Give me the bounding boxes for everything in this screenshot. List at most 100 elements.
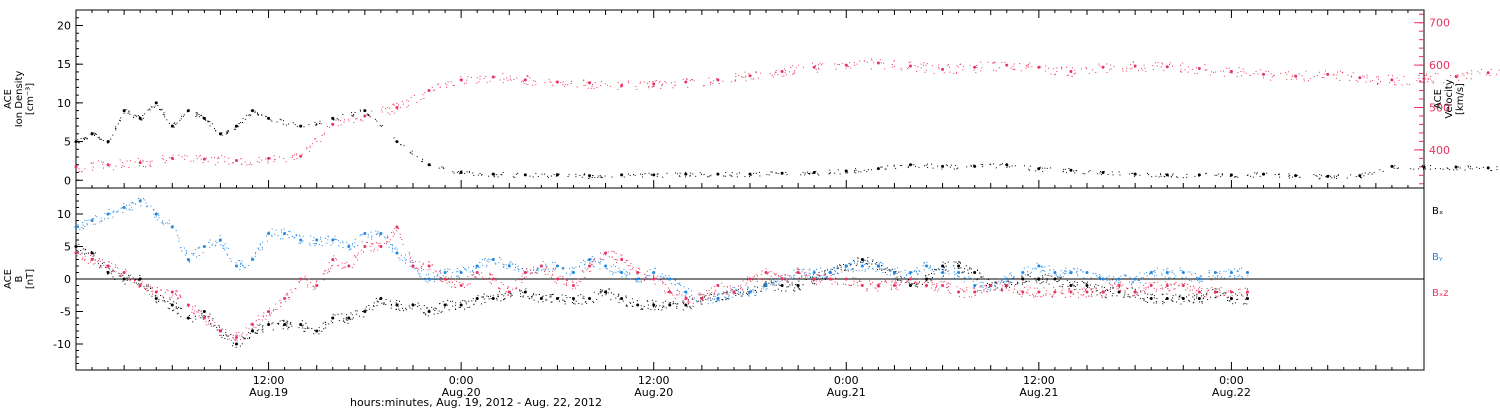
by-sample — [863, 261, 865, 263]
by-sample — [862, 261, 864, 263]
velocity-sample — [1286, 78, 1288, 80]
bx-sample — [208, 319, 210, 321]
bx-sample — [1183, 300, 1185, 302]
by-sample — [112, 211, 114, 213]
bx-sample — [798, 280, 800, 282]
by-sample — [1064, 270, 1066, 272]
velocity-sample — [586, 81, 588, 83]
by-sample — [954, 271, 956, 273]
velocity-sample — [81, 171, 83, 173]
by-sample — [773, 282, 775, 284]
by-sample — [792, 275, 794, 277]
bx-sample — [980, 276, 982, 278]
by-sample — [582, 259, 584, 261]
bx-sample — [342, 320, 344, 322]
velocity-sample — [413, 94, 415, 96]
velocity-sample — [1324, 73, 1326, 75]
bx-sample — [1178, 298, 1180, 300]
by-sample — [613, 272, 615, 274]
bx-sample — [285, 324, 287, 326]
density-sample — [828, 173, 830, 175]
velocity-sample — [362, 120, 364, 122]
bx-sample — [334, 314, 336, 316]
bx-sample — [341, 313, 343, 315]
bx-sample — [1153, 297, 1155, 299]
velocity-sample — [355, 118, 357, 120]
by-point — [202, 245, 206, 248]
density-sample — [1119, 174, 1121, 176]
by-sample — [251, 256, 253, 258]
density-sample — [265, 115, 267, 117]
density-sample — [558, 173, 560, 175]
by-sample — [341, 240, 343, 242]
density-sample — [250, 115, 252, 117]
bx-sample — [1009, 286, 1011, 288]
velocity-sample — [1429, 78, 1431, 80]
velocity-sample — [744, 71, 746, 73]
velocity-sample — [1377, 78, 1379, 80]
by-sample — [835, 270, 837, 272]
density-sample — [703, 173, 705, 175]
bx-sample — [221, 336, 223, 338]
bx-sample — [1162, 300, 1164, 302]
velocity-sample — [251, 163, 253, 165]
bx-sample — [243, 337, 245, 339]
by-sample — [742, 295, 744, 297]
velocity-sample — [233, 162, 235, 164]
by-sample — [825, 277, 827, 279]
by-sample — [544, 270, 546, 272]
bx-sample — [126, 279, 128, 281]
by-sample — [834, 270, 836, 272]
velocity-sample — [973, 69, 975, 71]
velocity-sample — [1396, 77, 1398, 79]
density-sample — [884, 168, 886, 170]
density-sample — [907, 166, 909, 168]
bx-sample — [1095, 283, 1097, 285]
bx-sample — [175, 302, 177, 304]
bx-sample — [497, 296, 499, 298]
by-point — [170, 225, 174, 229]
density-sample — [468, 171, 470, 173]
bx-sample — [134, 279, 136, 281]
velocity-sample — [217, 156, 219, 158]
by-sample — [919, 271, 921, 273]
velocity-sample — [389, 113, 391, 115]
by-sample — [882, 263, 884, 265]
velocity-sample — [755, 71, 757, 73]
by-sample — [691, 298, 693, 300]
velocity-sample — [139, 159, 141, 161]
bx-sample — [593, 291, 595, 293]
bx-sample — [917, 283, 919, 285]
by-sample — [658, 279, 660, 281]
velocity-sample — [735, 75, 737, 77]
density-sample — [1160, 175, 1162, 177]
bx-sample — [899, 280, 901, 282]
bx-sample — [958, 261, 960, 263]
bx-sample — [1004, 283, 1006, 285]
density-sample — [1355, 176, 1357, 178]
by-sample — [663, 277, 665, 279]
by-sample — [405, 259, 407, 261]
by-sample — [725, 298, 727, 300]
by-sample — [995, 286, 997, 288]
bx-sample — [655, 300, 657, 302]
bx-sample — [1224, 293, 1226, 295]
by-sample — [771, 282, 773, 284]
density-sample — [1001, 163, 1003, 165]
bx-sample — [351, 318, 353, 320]
by-sample — [1034, 267, 1036, 269]
bx-sample — [1048, 283, 1050, 285]
velocity-sample — [92, 162, 94, 164]
velocity-sample — [1342, 71, 1344, 73]
density-sample — [597, 176, 599, 178]
bx-sample — [596, 298, 598, 300]
by-sample — [976, 283, 978, 285]
velocity-sample — [674, 81, 676, 83]
bx-sample — [325, 327, 327, 329]
velocity-sample — [1122, 68, 1124, 70]
velocity-sample — [847, 65, 849, 67]
bx-sample — [208, 315, 210, 317]
density-sample — [1394, 165, 1396, 167]
density-sample — [1082, 172, 1084, 174]
bx-sample — [440, 311, 442, 313]
